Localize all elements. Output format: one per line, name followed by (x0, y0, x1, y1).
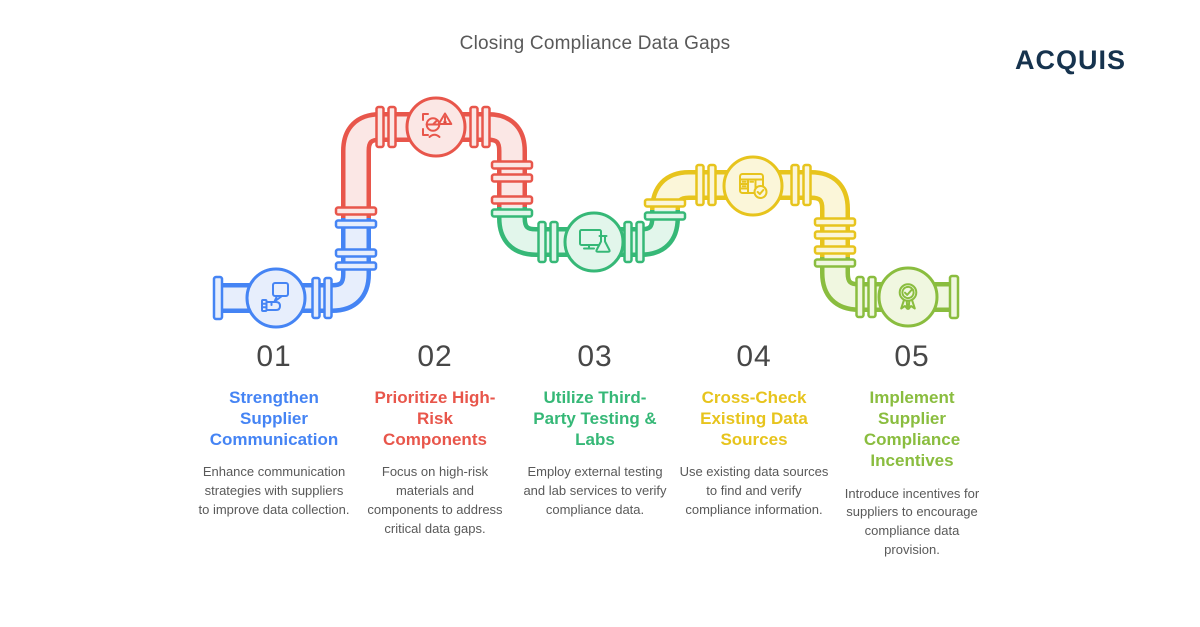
step-2-title: Prioritize High- Risk Components (374, 387, 496, 450)
step-4-title: Cross-Check Existing Data Sources (700, 387, 808, 450)
data-table-check-icon (739, 173, 768, 199)
step-2-description: Focus on high-risk materials and compone… (367, 464, 503, 536)
pipe-couplings-blue (311, 219, 378, 320)
award-ribbon-icon (898, 283, 918, 310)
monitor-lab-flask-icon (579, 229, 611, 253)
step-column-5: 05 Implement Supplier Compliance Incenti… (827, 340, 997, 560)
step-3-number: 03 (577, 340, 613, 373)
step-1-description: Enhance communication strategies with su… (198, 464, 350, 517)
step-5-number: 05 (894, 340, 930, 373)
step-node-5 (877, 266, 939, 328)
pipe-couplings-red (334, 105, 534, 216)
step-column-3: 03 Utilize Third- Party Testing & Labs E… (510, 340, 680, 520)
page-title: Closing Compliance Data Gaps (459, 33, 731, 54)
step-3-description: Employ external testing and lab services… (523, 464, 667, 517)
pipe-couplings-green (490, 208, 687, 264)
risk-scan-warning-icon (422, 112, 453, 138)
step-2-number: 02 (417, 340, 453, 373)
step-column-2: 02 Prioritize High- Risk Components Focu… (350, 340, 520, 539)
step-node-2 (405, 96, 467, 158)
step-3-title: Utilize Third- Party Testing & Labs (533, 387, 657, 450)
step-column-4: 04 Cross-Check Existing Data Sources Use… (669, 340, 839, 520)
brand-logo: ACQUIS (1014, 45, 1126, 75)
step-4-description: Use existing data sources to find and ve… (679, 464, 829, 517)
step-column-1: 01 Strengthen Supplier Communication Enh… (189, 340, 359, 520)
step-node-4 (722, 155, 784, 217)
step-node-3 (563, 211, 625, 273)
hand-speech-bubble-icon (261, 282, 289, 312)
step-1-number: 01 (256, 340, 292, 373)
step-node-1 (245, 267, 307, 329)
pipe-end-cap-right (948, 274, 960, 320)
step-5-description: Introduce incentives for suppliers to en… (844, 485, 980, 558)
step-1-title: Strengthen Supplier Communication (209, 387, 339, 450)
pipe-end-cap-left (212, 275, 224, 321)
step-4-number: 04 (736, 340, 772, 373)
pipe-couplings-lime (813, 258, 877, 319)
pipe-couplings-yellow (643, 163, 857, 255)
step-5-title: Implement Supplier Compliance Incentives (863, 387, 961, 471)
